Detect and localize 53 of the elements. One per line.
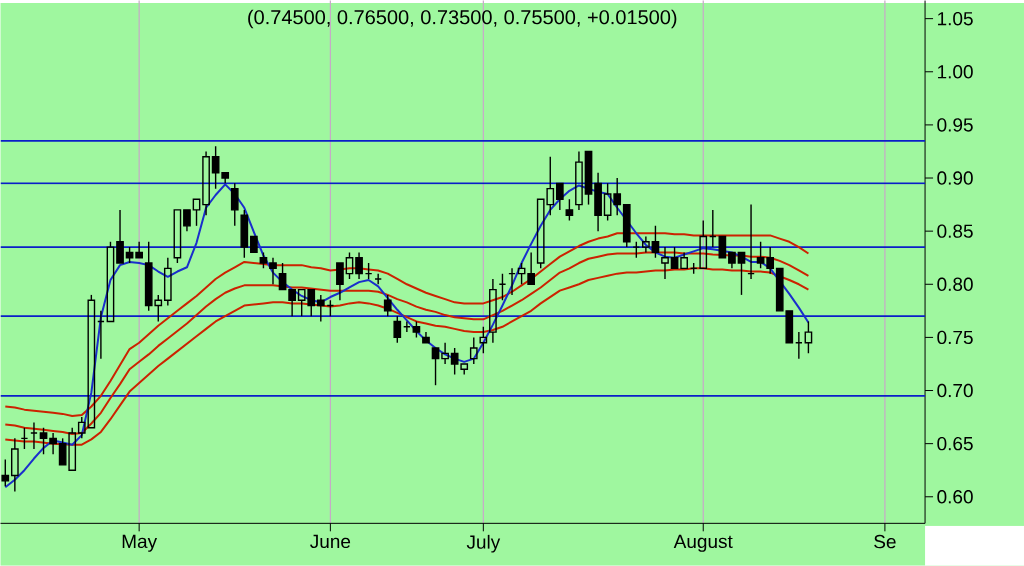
- x-tick-label: May: [122, 534, 158, 552]
- candlestick: [211, 145, 220, 190]
- candlestick: [594, 172, 602, 232]
- candlestick: [766, 246, 775, 275]
- candlestick: [527, 251, 535, 286]
- candlestick: [269, 257, 277, 286]
- chart-title: (0.74500, 0.76500, 0.73500, 0.75500, +0.01500): [248, 9, 677, 29]
- x-tick-label: Se: [874, 534, 896, 549]
- candlestick: [756, 241, 765, 270]
- candlestick: [422, 331, 430, 344]
- candlestick: [288, 288, 296, 317]
- y-tick-label: 0.95: [937, 118, 973, 132]
- x-tick-label: July: [466, 534, 501, 553]
- x-tick-label: June: [310, 534, 351, 549]
- candlestick: [661, 246, 669, 280]
- candlestick: [11, 437, 19, 493]
- y-tick-label: 0.70: [937, 383, 973, 398]
- candlestick: [39, 427, 48, 456]
- candlestick: [116, 209, 124, 264]
- line-series: [4, 183, 810, 489]
- candlestick: [49, 432, 57, 456]
- y-tick-label: 0.90: [937, 171, 973, 185]
- candlestick: [680, 251, 688, 270]
- y-tick-label: 0.85: [937, 224, 973, 238]
- candlestick: [336, 262, 344, 301]
- x-tick-label: August: [673, 534, 733, 552]
- y-tick-label: 0.60: [937, 490, 973, 504]
- candlestick: [163, 257, 172, 307]
- candlestick: [221, 172, 230, 185]
- y-tick-label: 0.75: [937, 330, 973, 345]
- candlestick: [642, 235, 650, 254]
- candlestick: [355, 251, 363, 280]
- candlestick: [479, 326, 488, 355]
- candlestick: [728, 251, 736, 270]
- y-tick-label: 0.65: [937, 437, 973, 451]
- candlestick: [1, 458, 10, 487]
- candlestick: [804, 320, 813, 355]
- candlestick: [555, 182, 564, 211]
- candlestick: [202, 150, 210, 216]
- candlestick: [230, 182, 239, 227]
- y-tick-label: 1.00: [938, 65, 973, 79]
- candlestick: [135, 241, 143, 259]
- candlestick: [489, 278, 497, 344]
- candlestick: [575, 150, 583, 211]
- candlestick: [316, 294, 325, 323]
- y-tick-label: 1.05: [938, 12, 973, 26]
- y-tick-label: 0.80: [937, 277, 973, 292]
- candlestick: [441, 342, 449, 365]
- candlestick: [183, 209, 191, 232]
- candlestick: [651, 225, 660, 259]
- candlestick: [737, 251, 746, 296]
- candlestick: [613, 177, 622, 216]
- candlestick: [431, 347, 440, 386]
